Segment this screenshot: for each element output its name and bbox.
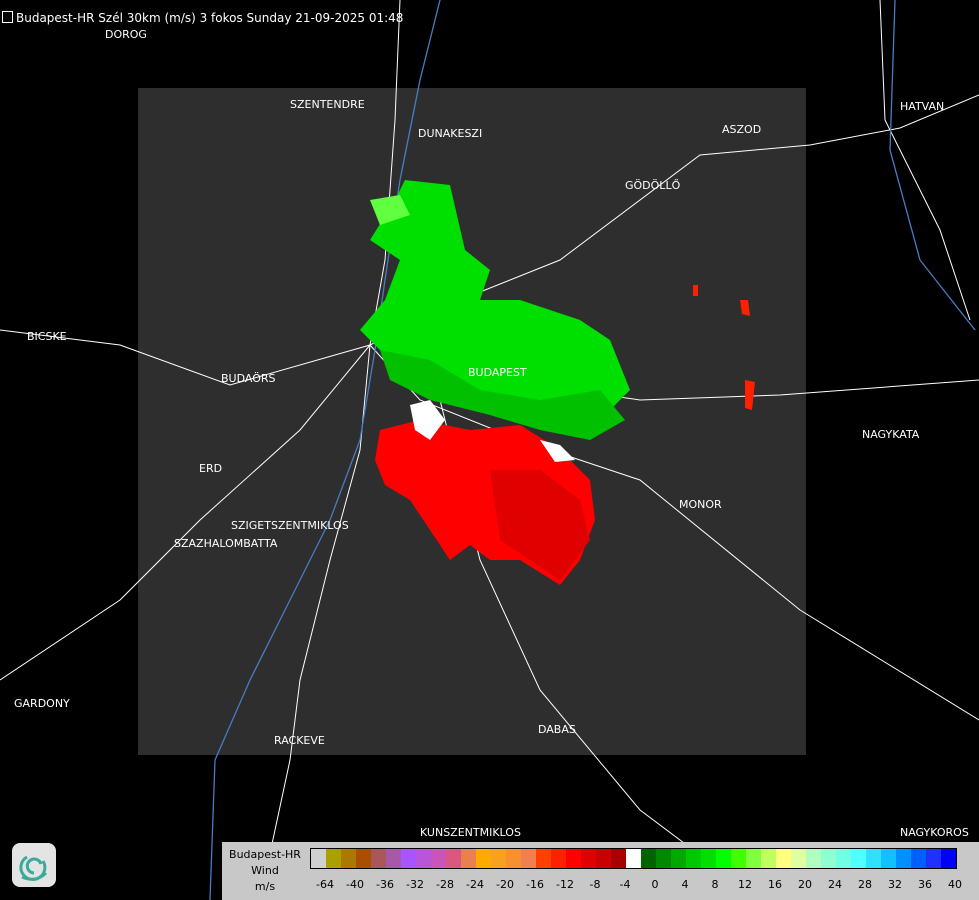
menu-icon[interactable] [2,11,13,23]
color-cell [791,849,806,868]
color-cell [416,849,431,868]
color-cell [551,849,566,868]
color-cell [371,849,386,868]
city-label: ASZOD [722,123,762,136]
color-cell [506,849,521,868]
color-cell [581,849,596,868]
color-cell [926,849,941,868]
color-cell [596,849,611,868]
color-cell [821,849,836,868]
radar-title: Budapest-HR Szél 30km (m/s) 3 fokos Sund… [2,11,403,25]
logo [12,843,56,887]
tick-label: -16 [526,878,544,891]
color-cell [911,849,926,868]
radar-coverage-area [138,88,806,755]
color-cell [866,849,881,868]
city-label: ERD [199,462,223,475]
legend-station: Budapest-HR [229,848,301,861]
color-cell [836,849,851,868]
tick-label: -32 [406,878,424,891]
legend-unit: m/s [254,880,276,893]
city-label: NAGYKOROS [900,826,969,839]
color-cell [776,849,791,868]
color-cell [536,849,551,868]
color-cell [641,849,656,868]
tick-label: 36 [918,878,932,891]
city-label: NAGYKATA [862,428,920,441]
color-cell [941,849,956,868]
color-cell [686,849,701,868]
color-cell [611,849,626,868]
color-cell [461,849,476,868]
tick-label: 32 [888,878,902,891]
tick-label: 0 [651,878,659,891]
radar-echoes [360,180,755,585]
tick-label: 4 [681,878,689,891]
color-cell [626,849,641,868]
color-cell [746,849,761,868]
tick-label: 8 [711,878,719,891]
color-cell [701,849,716,868]
swirl-logo-icon [19,855,48,881]
tick-label: -64 [316,878,334,891]
city-label: BUDAÖRS [221,372,276,385]
color-cell [671,849,686,868]
legend-quantity: Wind [251,864,279,877]
tick-label: -28 [436,878,454,891]
tick-label: -36 [376,878,394,891]
city-label: DUNAKESZI [418,127,483,140]
city-label: MONOR [679,498,722,511]
city-label: BUDAPEST [468,366,527,379]
tick-label: -24 [466,878,484,891]
color-cell [731,849,746,868]
tick-label: 20 [798,878,812,891]
color-cell [716,849,731,868]
color-cell [491,849,506,868]
danube-river [209,0,976,900]
tick-label: 12 [738,878,752,891]
color-cell [446,849,461,868]
color-cell [896,849,911,868]
tick-label: -8 [589,878,601,891]
color-bar [310,848,957,869]
city-label: BICSKE [27,330,67,343]
city-label: GÖDÖLLŐ [625,179,681,192]
color-cell [386,849,401,868]
tick-label: 28 [858,878,872,891]
color-cell [311,849,326,868]
tick-label: 24 [828,878,842,891]
title-text: Budapest-HR Szél 30km (m/s) 3 fokos Sund… [16,11,404,25]
tick-label: -4 [619,878,631,891]
city-label: KUNSZENTMIKLOS [420,826,521,839]
tick-label: -40 [346,878,364,891]
tick-label: 16 [768,878,782,891]
city-label: RACKEVE [274,734,325,747]
color-cell [431,849,446,868]
tick-label: 40 [948,878,962,891]
city-label: HATVAN [900,100,945,113]
color-legend: Budapest-HR Wind m/s -64 -40 -36 -32 -28 -24-… [222,842,979,900]
city-label: SZENTENDRE [290,98,365,111]
city-label: GARDONY [14,697,70,710]
city-label: DOROG [105,28,147,41]
color-cell [476,849,491,868]
city-label: SZIGETSZENTMIKLOS [231,519,349,532]
color-cell [806,849,821,868]
color-cell [881,849,896,868]
color-cell [326,849,341,868]
city-label: DABAS [538,723,576,736]
color-cell [356,849,371,868]
color-cell [656,849,671,868]
color-cell [521,849,536,868]
color-cell [341,849,356,868]
tick-label: -20 [496,878,514,891]
color-cell [566,849,581,868]
color-cell [851,849,866,868]
color-cell [761,849,776,868]
color-cell [401,849,416,868]
tick-label: -12 [556,878,574,891]
city-label: SZAZHALOMBATTA [174,537,278,550]
